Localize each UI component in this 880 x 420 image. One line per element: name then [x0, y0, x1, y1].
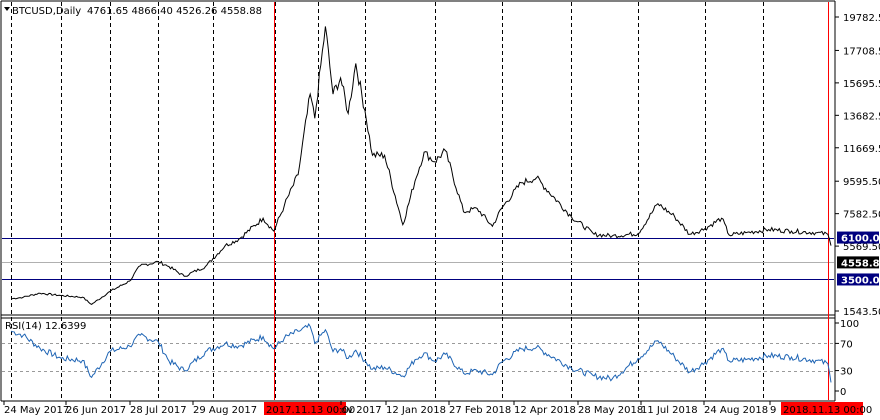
horizontal-levels: [2, 238, 834, 280]
date-marker-bg-13: [781, 402, 863, 415]
rsi-tick-0: 100: [840, 319, 859, 330]
collapse-triangle-icon[interactable]: [4, 7, 10, 11]
time-tick-12: 9: [770, 405, 776, 416]
level-tag-0-bg: [837, 231, 879, 244]
date-markers: [274, 2, 829, 400]
price-tick-2: 15695.50: [843, 79, 880, 90]
date-marker-bg-4: [264, 402, 346, 415]
rsi-header: RSI(14) 12.6399: [5, 321, 86, 332]
rsi-tick-3: 0: [840, 387, 846, 398]
price-axis: 19782.50 17708.50 15695.50 13682.50 11669.50…: [835, 13, 880, 318]
symbol-ohlc: 4761.65 4866.40 4526.26 4558.88: [87, 6, 262, 17]
price-tick-4: 11669.50: [843, 144, 880, 155]
time-tick-1: 26 Jun 2017: [66, 405, 126, 416]
time-tick-8: 12 Apr 2018: [514, 405, 576, 416]
rsi-axis: 100 70 30 0: [835, 319, 859, 398]
rsi-levels: [2, 343, 834, 372]
price-tags: 6100.00 3500.00 4558.88: [837, 231, 880, 286]
date-marker-label-13: 2018.11.13 00:00: [783, 405, 872, 416]
time-tick-7: 27 Feb 2018: [449, 405, 511, 416]
time-tick-6: 12 Jan 2018: [386, 405, 446, 416]
level-tag-1-bg: [837, 273, 879, 286]
rsi-tick-2: 30: [840, 367, 853, 378]
rsi-line: [10, 322, 832, 383]
price-line: [11, 26, 832, 305]
price-series: [11, 26, 832, 305]
current-price-tag: 4558.88: [841, 258, 880, 269]
price-tick-0: 19782.50: [843, 13, 880, 24]
symbol-title: BTCUSD,Daily: [12, 6, 81, 17]
time-tick-10: 11 Jul 2018: [641, 405, 698, 416]
price-tick-5: 9595.50: [843, 177, 880, 188]
time-tick-11: 24 Aug 2018: [704, 405, 768, 416]
rsi-tick-1: 70: [840, 339, 853, 350]
price-tick-9: 1543.50: [843, 307, 880, 318]
price-tick-1: 17708.50: [843, 46, 880, 57]
rsi-series: [10, 322, 832, 383]
price-tick-6: 7582.50: [843, 210, 880, 221]
level-tag-0: 6100.00: [841, 234, 880, 245]
time-tick-5: ov 2017: [341, 405, 382, 416]
time-tick-2: 28 Jul 2017: [130, 405, 187, 416]
date-marker-label-4: 2017.11.13 00:00: [266, 405, 355, 416]
current-price-tag-bg: [837, 256, 879, 269]
time-tick-3: 29 Aug 2017: [193, 405, 257, 416]
time-tick-9: 28 May 2018: [578, 405, 643, 416]
time-tick-0: 24 May 2017: [4, 405, 69, 416]
level-tag-1: 3500.00: [841, 275, 880, 286]
price-tick-7: 5569.50: [843, 242, 880, 253]
price-tick-3: 13682.50: [843, 111, 880, 122]
vertical-grid: [11, 2, 764, 400]
symbol-header: BTCUSD,Daily 4761.65 4866.40 4526.26 455…: [4, 6, 262, 17]
